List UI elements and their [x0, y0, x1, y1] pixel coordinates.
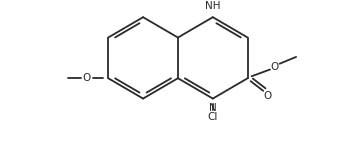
Text: O: O: [263, 91, 271, 101]
Text: O: O: [83, 73, 91, 83]
Text: O: O: [271, 62, 279, 72]
Text: N: N: [209, 103, 217, 113]
Text: Cl: Cl: [208, 112, 218, 122]
Text: NH: NH: [205, 1, 221, 11]
